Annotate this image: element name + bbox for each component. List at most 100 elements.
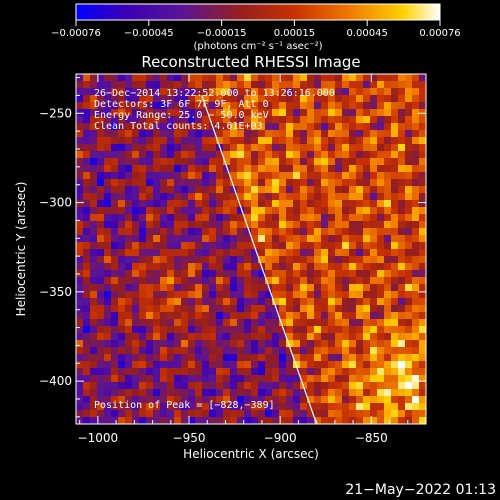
heatmap-cell [188, 221, 196, 229]
heatmap-cell [216, 123, 224, 131]
heatmap-cell [293, 81, 301, 89]
heatmap-cell [118, 263, 126, 271]
heatmap-cell [153, 340, 161, 348]
heatmap-cell [251, 375, 259, 383]
heatmap-cell [412, 305, 420, 313]
heatmap-cell [216, 319, 224, 327]
heatmap-cell [342, 403, 350, 411]
heatmap-cell [335, 249, 343, 257]
heatmap-cell [342, 116, 350, 124]
heatmap-cell [349, 207, 357, 215]
heatmap-cell [258, 368, 266, 376]
heatmap-cell [188, 410, 196, 418]
heatmap-cell [335, 109, 343, 117]
heatmap-cell [244, 144, 252, 152]
heatmap-cell [377, 368, 385, 376]
heatmap-cell [293, 151, 301, 159]
heatmap-cell [272, 277, 280, 285]
heatmap-cell [167, 312, 175, 320]
heatmap-cell [279, 340, 287, 348]
heatmap-cell [286, 214, 294, 222]
heatmap-cell [132, 158, 140, 166]
heatmap-cell [307, 137, 315, 145]
heatmap-cell [307, 375, 315, 383]
heatmap-cell [181, 298, 189, 306]
heatmap-cell [167, 235, 175, 243]
heatmap-cell [83, 312, 91, 320]
heatmap-cell [230, 242, 238, 250]
heatmap-cell [209, 284, 217, 292]
heatmap-cell [314, 228, 322, 236]
heatmap-cell [370, 81, 378, 89]
heatmap-cell [125, 368, 133, 376]
heatmap-cell [349, 389, 357, 397]
heatmap-cell [118, 340, 126, 348]
heatmap-cell [195, 347, 203, 355]
heatmap-cell [202, 137, 210, 145]
heatmap-cell [209, 193, 217, 201]
heatmap-cell [118, 88, 126, 96]
heatmap-cell [251, 312, 259, 320]
heatmap-cell [363, 158, 371, 166]
heatmap-cell [412, 186, 420, 194]
heatmap-cell [132, 130, 140, 138]
heatmap-cell [104, 123, 112, 131]
heatmap-cell [146, 158, 154, 166]
heatmap-cell [321, 312, 329, 320]
heatmap-cell [377, 81, 385, 89]
heatmap-cell [167, 130, 175, 138]
heatmap-cell [153, 396, 161, 404]
heatmap-cell [111, 172, 119, 180]
heatmap-cell [90, 151, 98, 159]
heatmap-cell [111, 347, 119, 355]
heatmap-cell [251, 123, 259, 131]
heatmap-cell [174, 179, 182, 187]
heatmap-cell [181, 305, 189, 313]
heatmap-cell [125, 95, 133, 103]
heatmap-cell [265, 88, 273, 96]
heatmap-cell [419, 207, 426, 215]
heatmap-cell [174, 256, 182, 264]
heatmap-cell [125, 200, 133, 208]
heatmap-cell [314, 326, 322, 334]
heatmap-cell [174, 81, 182, 89]
heatmap-cell [237, 165, 245, 173]
heatmap-cell [174, 319, 182, 327]
heatmap-cell [356, 130, 364, 138]
heatmap-cell [293, 249, 301, 257]
heatmap-cell [125, 291, 133, 299]
heatmap-cell [83, 179, 91, 187]
heatmap-cell [216, 200, 224, 208]
heatmap-cell [83, 102, 91, 110]
heatmap-cell [279, 172, 287, 180]
heatmap-cell [363, 130, 371, 138]
heatmap-cell [321, 242, 329, 250]
heatmap-cell [209, 291, 217, 299]
heatmap-cell [111, 410, 119, 418]
heatmap-cell [188, 102, 196, 110]
heatmap-cell [286, 368, 294, 376]
heatmap-cell [279, 382, 287, 390]
heatmap-cell [76, 95, 84, 103]
heatmap-cell [118, 116, 126, 124]
heatmap-cell [83, 221, 91, 229]
heatmap-cell [307, 319, 315, 327]
heatmap-cell [230, 354, 238, 362]
heatmap-cell [328, 228, 336, 236]
heatmap-cell [118, 109, 126, 117]
heatmap-cell [139, 221, 147, 229]
heatmap-cell [153, 137, 161, 145]
heatmap-cell [160, 417, 168, 424]
heatmap-cell [279, 417, 287, 424]
heatmap-cell [356, 193, 364, 201]
heatmap-cell [76, 151, 84, 159]
heatmap-cell [286, 228, 294, 236]
heatmap-cell [335, 417, 343, 424]
heatmap-cell [153, 221, 161, 229]
heatmap-cell [412, 410, 420, 418]
heatmap-cell [195, 123, 203, 131]
heatmap-cell [265, 256, 273, 264]
heatmap-cell [279, 284, 287, 292]
heatmap-cell [181, 172, 189, 180]
annotation-block: 26−Dec−2014 13:22:52.000 to 13:26:16.000… [94, 88, 335, 132]
